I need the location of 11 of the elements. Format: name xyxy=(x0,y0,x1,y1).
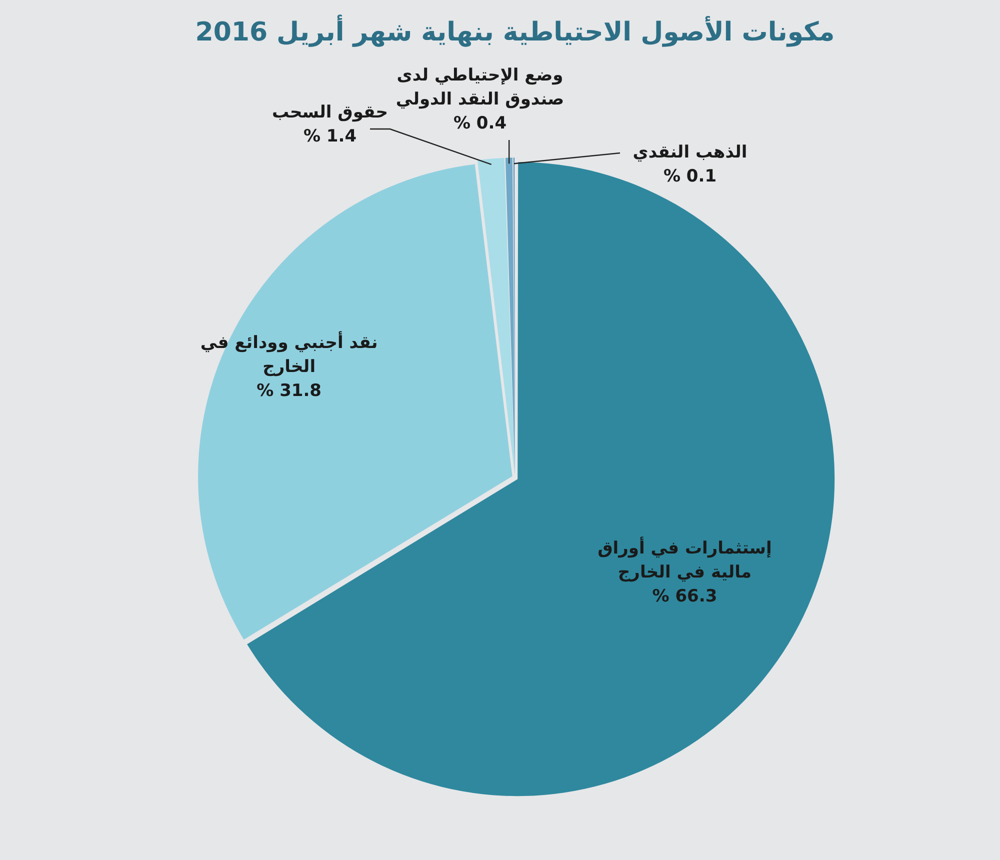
data-label: 0.4 % xyxy=(453,113,507,134)
slice-label: نقد أجنبي وودائع في الخارج xyxy=(200,331,378,378)
data-label: 31.8 % xyxy=(256,381,322,402)
data-label: 1.4 % xyxy=(303,126,357,146)
slice-label: وضع الإحتياطي لدى صندوق النقد الدولي xyxy=(396,65,564,110)
data-label: 0.1 % xyxy=(663,166,717,186)
slice-label: إستثمارات في أوراق مالية في الخارج xyxy=(598,536,772,582)
slice-label: الذهب النقدي xyxy=(632,142,748,162)
data-label: 66.3 % xyxy=(652,586,718,606)
slice-label: حقوق السحب xyxy=(272,102,388,122)
chart-title: مكونات الأصول الاحتياطية بنهاية شهر أبريل 2016 xyxy=(195,14,835,48)
